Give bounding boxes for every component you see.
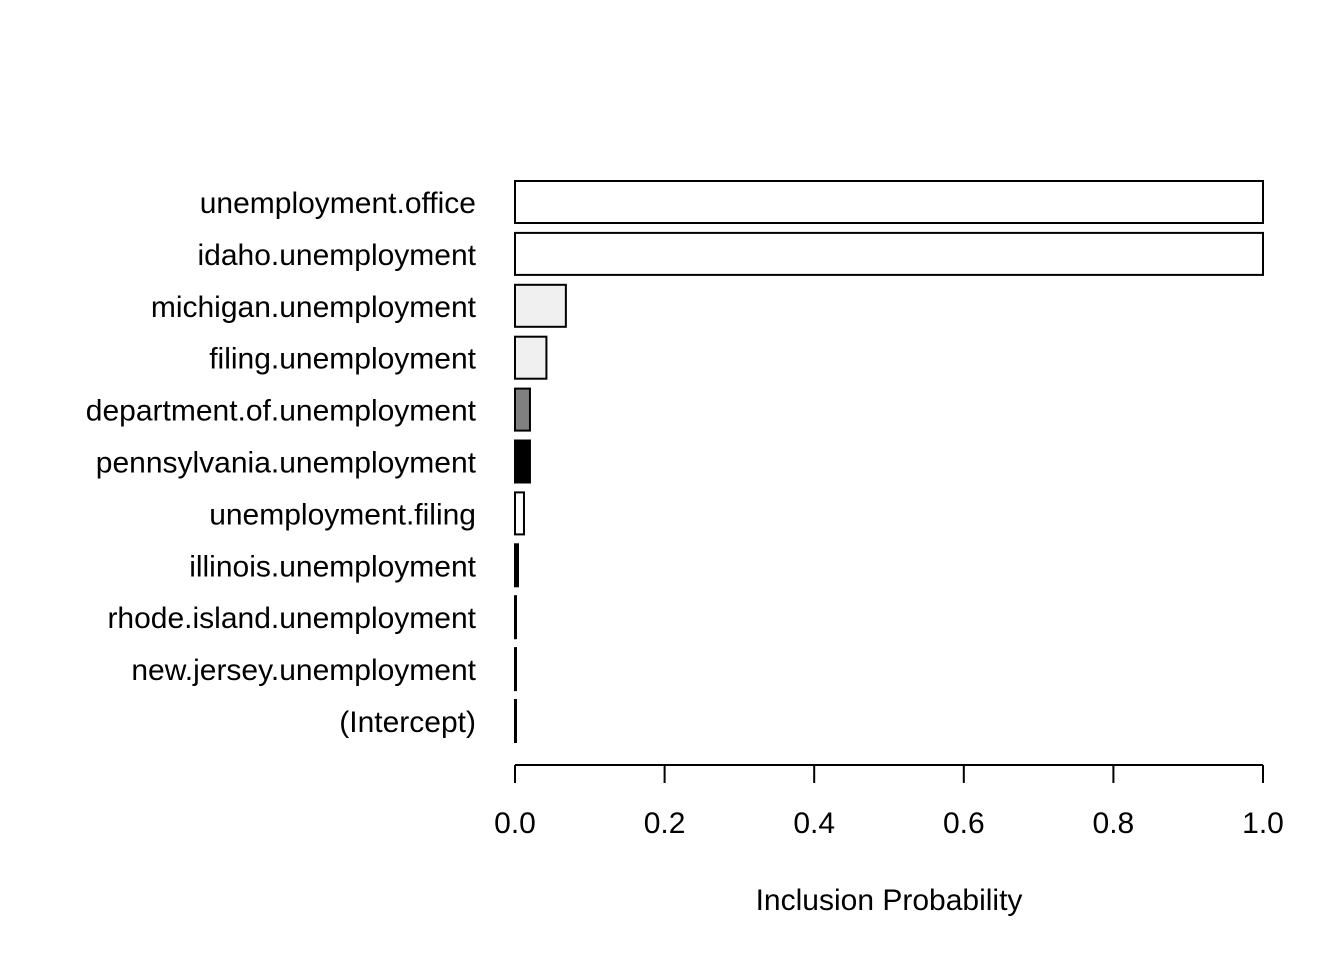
category-label: unemployment.office: [200, 187, 476, 220]
category-label: filing.unemployment: [209, 343, 476, 376]
x-axis-title: Inclusion Probability: [756, 884, 1023, 917]
bars-layer: [514, 180, 1264, 743]
category-label: (Intercept): [339, 706, 476, 739]
bar-3: [514, 335, 548, 380]
category-label: rhode.island.unemployment: [107, 602, 476, 635]
x-tick-label: 0.4: [793, 807, 835, 840]
category-label: pennsylvania.unemployment: [96, 447, 477, 480]
category-label: department.of.unemployment: [86, 395, 477, 428]
bar-0: [514, 180, 1264, 224]
category-label: unemployment.filing: [209, 498, 476, 531]
x-tick-label: 0.6: [943, 807, 985, 840]
category-label: illinois.unemployment: [189, 550, 476, 583]
category-label: new.jersey.unemployment: [131, 654, 476, 687]
category-labels: unemployment.office idaho.unemployment mic…: [86, 187, 477, 739]
x-tick-label: 1.0: [1242, 807, 1284, 840]
x-tick-label: 0.8: [1093, 807, 1135, 840]
bar-10: [514, 699, 517, 743]
bar-9: [514, 647, 517, 692]
bar-2: [514, 283, 567, 328]
bar-7: [514, 543, 519, 588]
x-tick-label: 0.0: [494, 807, 536, 840]
bar-5: [514, 439, 531, 484]
x-axis: 0.0 0.2 0.4 0.6 0.8 1.0: [494, 764, 1284, 840]
category-label: michigan.unemployment: [151, 291, 477, 324]
bar-1: [514, 231, 1264, 276]
category-label: idaho.unemployment: [197, 239, 476, 272]
bar-8: [514, 595, 517, 640]
bar-6: [514, 491, 525, 536]
bar-4: [514, 387, 531, 432]
x-tick-label: 0.2: [644, 807, 686, 840]
